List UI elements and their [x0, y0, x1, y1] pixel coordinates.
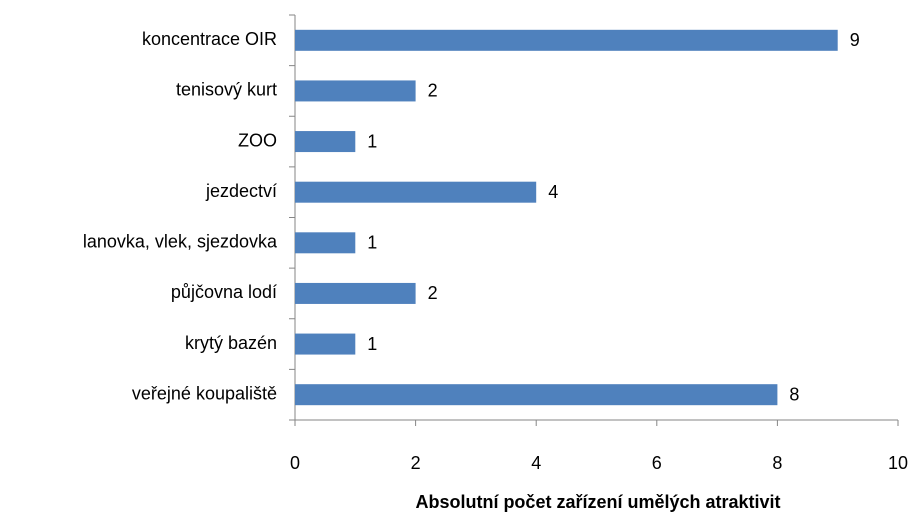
data-label: 2 [428, 81, 438, 101]
data-label: 2 [428, 283, 438, 303]
data-label: 4 [548, 182, 558, 202]
data-label: 9 [850, 30, 860, 50]
x-tick-label: 2 [411, 453, 421, 473]
y-tick-label: jezdectví [205, 181, 277, 201]
data-label: 8 [789, 384, 799, 404]
y-tick-label: krytý bazén [185, 333, 277, 353]
x-tick-label: 10 [888, 453, 908, 473]
data-label: 1 [367, 131, 377, 151]
bar [295, 29, 838, 51]
y-tick-label: veřejné koupaliště [132, 383, 277, 403]
x-tick-label: 8 [772, 453, 782, 473]
bar [295, 333, 356, 355]
y-tick-label: ZOO [238, 130, 277, 150]
x-tick-label: 6 [652, 453, 662, 473]
y-tick-label: koncentrace OIR [142, 29, 277, 49]
data-label: 1 [367, 334, 377, 354]
y-tick-label: tenisový kurt [176, 80, 277, 100]
bar [295, 131, 356, 153]
x-tick-label: 0 [290, 453, 300, 473]
y-tick-label: lanovka, vlek, sjezdovka [83, 232, 278, 252]
bar [295, 282, 416, 304]
bar [295, 181, 537, 203]
bar [295, 232, 356, 254]
y-tick-label: půjčovna lodí [171, 282, 277, 302]
bar [295, 80, 416, 102]
bar [295, 384, 778, 406]
data-label: 1 [367, 233, 377, 253]
x-tick-label: 4 [531, 453, 541, 473]
x-axis-label: Absolutní počet zařízení umělých atrakti… [415, 492, 780, 512]
